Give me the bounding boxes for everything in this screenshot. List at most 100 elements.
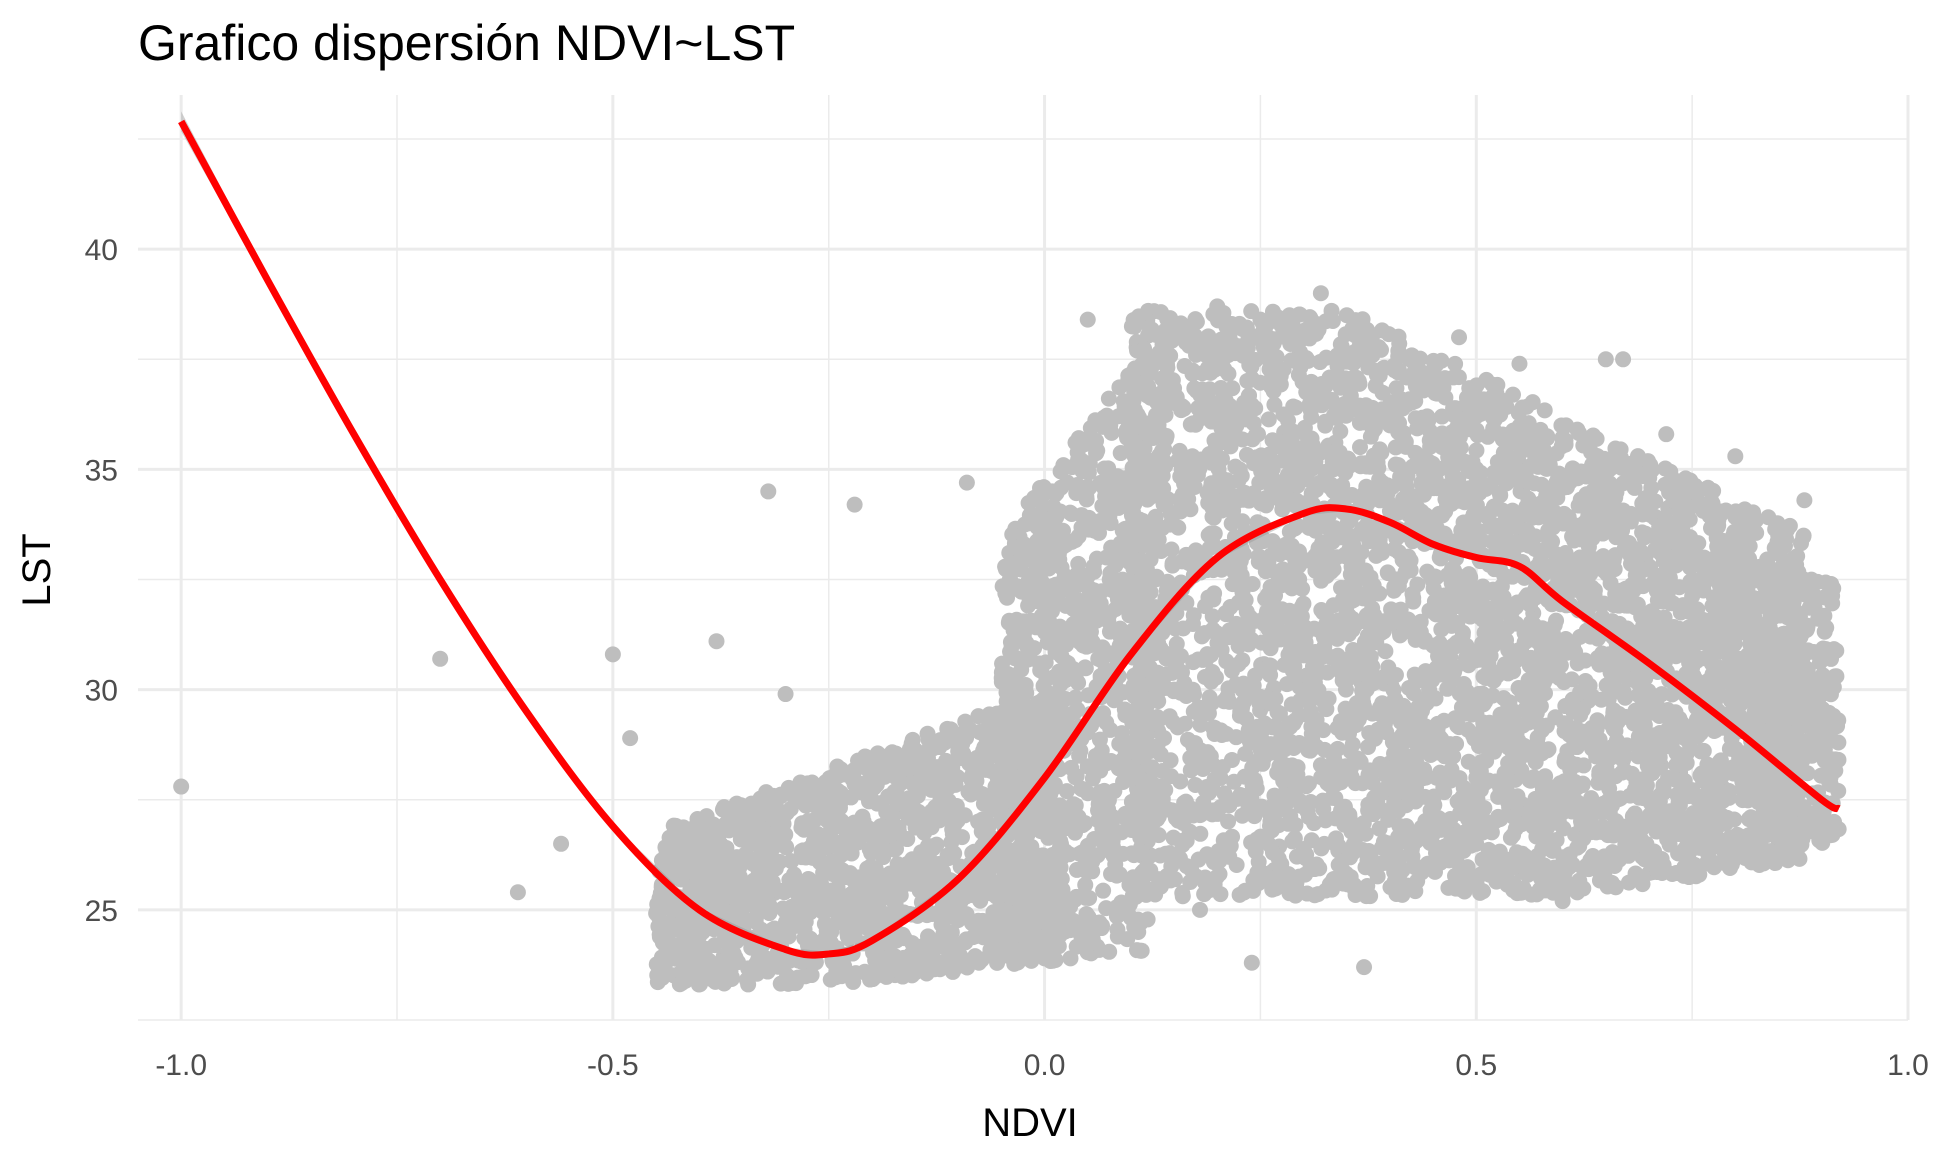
chart-title: Grafico dispersión NDVI~LST: [138, 15, 796, 71]
scatter-point: [1228, 856, 1245, 873]
scatter-point: [799, 937, 816, 954]
scatter-point: [1026, 613, 1043, 630]
scatter-point: [1028, 698, 1045, 715]
scatter-point: [1034, 486, 1051, 503]
scatter-point: [1132, 942, 1149, 959]
scatter-point: [909, 956, 926, 973]
scatter-point: [1358, 458, 1375, 475]
scatter-point: [1020, 597, 1037, 614]
scatter-point: [941, 809, 958, 826]
scatter-point: [809, 794, 826, 811]
scatter-point: [765, 922, 782, 939]
scatter-point: [850, 834, 867, 851]
scatter-point: [432, 650, 449, 667]
scatter-point: [822, 787, 839, 804]
scatter-point: [884, 807, 901, 824]
scatter-point: [1022, 939, 1039, 956]
scatter-point: [777, 838, 794, 855]
scatter-point: [1727, 448, 1744, 465]
scatter-point: [1079, 758, 1096, 775]
scatter-point: [1056, 567, 1073, 584]
scatter-point: [1300, 809, 1317, 826]
scatter-point: [1079, 311, 1096, 328]
scatter-point: [1171, 442, 1188, 459]
scatter-point: [650, 908, 667, 925]
scatter-point: [1026, 722, 1043, 739]
scatter-point: [1062, 950, 1079, 967]
scatter-point: [750, 895, 767, 912]
scatter-point: [913, 844, 930, 861]
scatter-point: [957, 713, 974, 730]
scatter-point: [833, 761, 850, 778]
scatter-point: [1091, 731, 1108, 748]
scatter-point: [1101, 645, 1118, 662]
scatter-point: [877, 842, 894, 859]
scatter-point: [950, 912, 967, 929]
points-layer: [173, 285, 1847, 993]
scatter-point: [977, 728, 994, 745]
scatter-point: [1077, 888, 1094, 905]
scatter-point: [1035, 930, 1052, 947]
scatter-point: [728, 795, 745, 812]
scatter-point: [1013, 661, 1030, 678]
scatter-point: [927, 799, 944, 816]
scatter-point: [1727, 740, 1744, 757]
scatter-point: [1511, 355, 1528, 372]
scatter-point: [1150, 827, 1167, 844]
scatter-point: [509, 884, 526, 901]
scatter-point: [705, 816, 722, 833]
scatter-point: [900, 809, 917, 826]
scatter-point: [866, 871, 883, 888]
scatter-point: [845, 973, 862, 990]
scatter-point: [783, 898, 800, 915]
scatter-point: [975, 742, 992, 759]
scatter-point: [821, 770, 838, 787]
scatter-point: [740, 960, 757, 977]
scatter-point: [1081, 911, 1098, 928]
scatter-point: [911, 818, 928, 835]
scatter-point: [851, 775, 868, 792]
scatter-point: [997, 929, 1014, 946]
scatter-point: [1108, 908, 1125, 925]
scatter-point: [1615, 351, 1632, 368]
scatter-point: [706, 937, 723, 954]
scatter-point: [1006, 916, 1023, 933]
scatter-point: [1046, 507, 1063, 524]
scatter-point: [975, 795, 992, 812]
scatter-point: [1001, 782, 1018, 799]
scatter-point: [1039, 634, 1056, 651]
scatter-point: [1035, 677, 1052, 694]
scatter-point: [715, 840, 732, 857]
scatter-point: [1019, 826, 1036, 843]
scatter-point: [1074, 927, 1091, 944]
scatter-point: [892, 887, 909, 904]
scatter-point: [854, 808, 871, 825]
scatter-point: [173, 778, 190, 795]
scatter-point: [804, 774, 821, 791]
scatter-point: [777, 686, 794, 703]
scatter-point: [680, 860, 697, 877]
scatter-point: [1589, 712, 1606, 729]
scatter-point: [880, 747, 897, 764]
scatter-point: [760, 483, 777, 500]
scatter-point: [784, 970, 801, 987]
scatter-point: [783, 853, 800, 870]
scatter-point: [1000, 747, 1017, 764]
scatter-point: [649, 967, 666, 984]
scatter-point: [860, 793, 877, 810]
scatter-point: [874, 824, 891, 841]
scatter-point: [731, 822, 748, 839]
scatter-point: [1306, 861, 1323, 878]
scatter-point: [622, 730, 639, 747]
scatter-point: [970, 813, 987, 830]
scatter-point: [930, 856, 947, 873]
scatter-point: [1110, 408, 1127, 425]
scatter-point: [953, 829, 970, 846]
scatter-point: [1065, 912, 1082, 929]
scatter-point: [696, 828, 713, 845]
scatter-point: [733, 901, 750, 918]
scatter-point: [1095, 754, 1112, 771]
scatter-point: [963, 772, 980, 789]
scatter-point: [1008, 611, 1025, 628]
